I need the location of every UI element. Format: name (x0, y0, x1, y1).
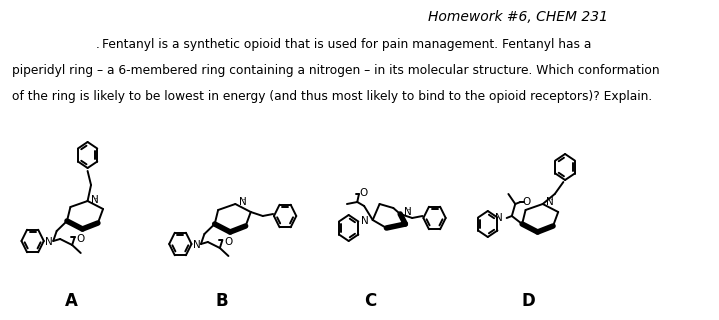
Text: N: N (546, 197, 554, 207)
Text: N: N (403, 207, 411, 217)
Text: A: A (65, 292, 78, 310)
Text: ..: .. (549, 193, 554, 202)
Text: Fentanyl is a synthetic opioid that is used for pain management. Fentanyl has a: Fentanyl is a synthetic opioid that is u… (102, 38, 591, 52)
Text: O: O (359, 188, 367, 198)
Text: O: O (76, 234, 85, 244)
Text: C: C (365, 292, 377, 310)
Text: piperidyl ring – a 6-membered ring containing a nitrogen – in its molecular stru: piperidyl ring – a 6-membered ring conta… (12, 64, 660, 77)
Text: of the ring is likely to be lowest in energy (and thus most likely to bind to th: of the ring is likely to be lowest in en… (12, 90, 653, 103)
Text: ..: .. (93, 191, 99, 201)
Text: ..: .. (242, 193, 246, 202)
Text: ..: .. (406, 203, 411, 212)
Text: N: N (45, 237, 52, 247)
Text: Homework #6, CHEM 231: Homework #6, CHEM 231 (429, 10, 608, 24)
Text: O: O (522, 197, 531, 207)
Text: N: N (193, 240, 201, 250)
Text: .: . (96, 38, 99, 52)
Text: N: N (495, 213, 503, 223)
Text: D: D (521, 292, 535, 310)
Text: N: N (361, 216, 368, 226)
Text: B: B (216, 292, 229, 310)
Text: O: O (224, 237, 232, 247)
Text: N: N (91, 195, 99, 205)
Text: N: N (239, 197, 247, 207)
